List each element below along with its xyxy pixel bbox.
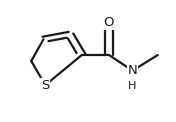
Text: O: O bbox=[104, 16, 114, 29]
Text: N: N bbox=[128, 64, 137, 77]
Text: H: H bbox=[128, 81, 137, 91]
Text: S: S bbox=[41, 79, 49, 92]
